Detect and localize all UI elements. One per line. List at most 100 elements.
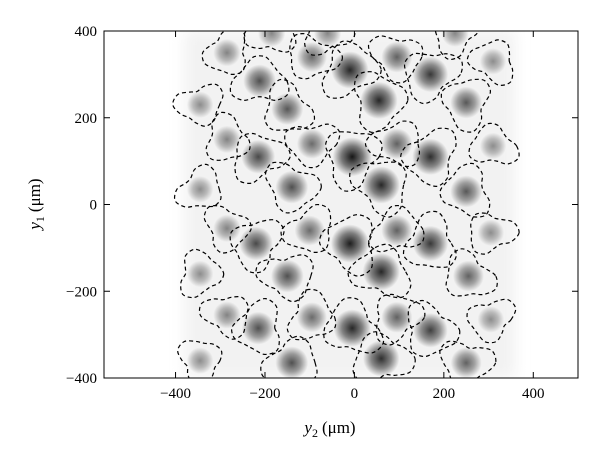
y-axis-unit: (μm): [25, 178, 44, 212]
x-tick-label: −400: [160, 386, 191, 402]
intensity-spot: [360, 81, 398, 120]
intensity-spot: [330, 224, 370, 263]
y-tick-label: −200: [66, 284, 97, 300]
contour-line: [434, 31, 480, 61]
contour-line: [318, 214, 373, 277]
intensity-spot: [381, 301, 413, 333]
intensity-spot: [213, 301, 241, 329]
intensity-spot: [243, 64, 277, 98]
contour-line: [205, 111, 251, 161]
intensity-spot: [412, 138, 449, 175]
intensity-spot: [213, 38, 241, 67]
contour-layer: [172, 31, 520, 378]
y-tick-label: −400: [66, 371, 97, 387]
intensity-spot: [313, 31, 342, 47]
x-axis-symbol: y: [302, 418, 312, 437]
intensity-spot: [479, 132, 507, 160]
intensity-spot: [452, 260, 484, 292]
intensity-spot: [477, 306, 505, 333]
contour-line: [402, 210, 457, 268]
intensity-spot: [186, 260, 214, 288]
contour-line: [466, 298, 517, 344]
intensity-spot: [332, 137, 372, 177]
intensity-spot: [275, 346, 309, 378]
y-axis-subscript: 1: [33, 216, 47, 222]
y-tick-label: 200: [75, 111, 98, 127]
contour-line: [264, 161, 322, 214]
intensity-spot: [296, 302, 327, 333]
heatmap-layer: [184, 31, 516, 378]
intensity-spot: [271, 93, 304, 126]
y-tick-label: 0: [90, 198, 98, 214]
contour-line: [201, 31, 246, 76]
intensity-spot: [186, 91, 214, 118]
x-axis-ticks: −400 −200 0 200 400: [160, 31, 545, 402]
intensity-spot: [363, 340, 400, 377]
x-tick-label: 200: [433, 386, 456, 402]
contour-line: [229, 55, 290, 101]
intensity-spot: [241, 311, 275, 345]
intensity-spot: [450, 175, 483, 208]
x-tick-label: 400: [522, 386, 545, 402]
intensity-spot: [333, 309, 371, 347]
contour-line: [352, 331, 416, 378]
contour-line: [286, 288, 337, 341]
contour-line: [289, 33, 344, 80]
x-tick-label: −200: [249, 386, 280, 402]
contour-line: [439, 340, 497, 378]
intensity-spot: [450, 347, 482, 378]
intensity-spot: [479, 48, 507, 75]
contour-line: [203, 205, 252, 254]
intensity-spot: [186, 347, 214, 374]
contour-line: [177, 340, 223, 378]
contour-line: [353, 71, 409, 133]
intensity-spot: [296, 128, 327, 159]
intensity-spot: [381, 215, 413, 247]
intensity-spot: [381, 128, 413, 160]
intensity-spot: [239, 226, 273, 261]
y-tick-label: 400: [75, 24, 98, 40]
contour-line: [255, 254, 314, 303]
contour-line: [243, 31, 297, 53]
contour-line: [284, 123, 341, 169]
intensity-spot: [412, 225, 449, 262]
contour-line: [376, 293, 426, 346]
contour-line: [440, 78, 492, 133]
contour-line: [439, 162, 491, 218]
y-axis-ticks: −400 −200 0 200 400: [66, 24, 578, 387]
contour-line: [280, 203, 332, 254]
intensity-spot: [441, 31, 469, 47]
contour-line: [466, 39, 514, 86]
intensity-spot: [331, 51, 369, 89]
intensity-spot: [381, 41, 413, 73]
intensity-spot: [362, 166, 400, 204]
intensity-spot: [294, 215, 325, 246]
intensity-spot: [213, 214, 241, 243]
contour-line: [347, 243, 412, 299]
contour-line: [400, 127, 457, 187]
intensity-spot: [362, 253, 400, 291]
contour-line: [198, 296, 249, 340]
intensity-spot: [213, 125, 241, 154]
contour-line: [229, 219, 285, 274]
x-axis-unit: (μm): [322, 418, 356, 437]
contour-line: [321, 40, 382, 99]
x-tick-label: 0: [351, 386, 359, 402]
contour-line: [324, 131, 383, 192]
contour-line: [368, 204, 425, 253]
intensity-spot: [450, 86, 483, 119]
contour-line: [180, 248, 225, 299]
intensity-spot: [477, 219, 505, 246]
contour-line: [264, 78, 316, 131]
contour-line: [364, 120, 421, 168]
y-axis-label: y1 (μm): [25, 178, 47, 231]
contour-line: [470, 212, 520, 255]
intensity-spot: [296, 41, 327, 73]
x-axis-label: y2 (μm): [302, 418, 355, 440]
intensity-spot: [186, 176, 214, 203]
contour-line: [260, 335, 318, 378]
contour-line: [173, 163, 222, 208]
contour-line: [323, 297, 385, 354]
intensity-spot: [275, 170, 309, 204]
